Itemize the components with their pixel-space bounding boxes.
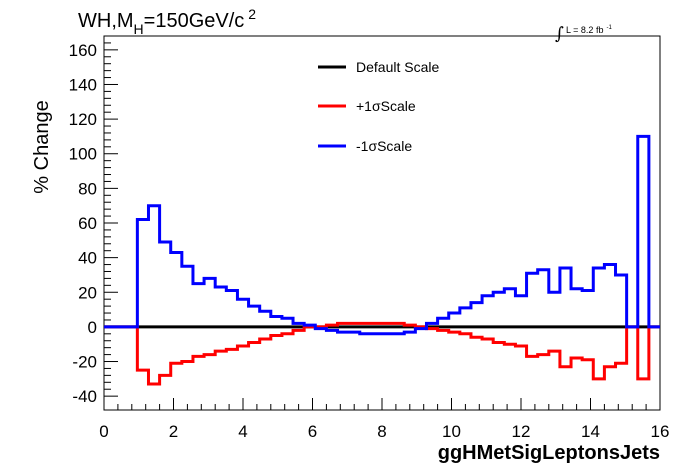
x-tick-label: 0 — [99, 422, 108, 441]
x-axis-label: ggHMetSigLeptonsJets — [438, 442, 660, 464]
legend: Default Scale +1σScale -1σScale — [318, 59, 439, 154]
x-tick-label: 8 — [377, 422, 386, 441]
lumi-label: L = 8.2 fb -1 — [566, 25, 612, 35]
x-tick-label: 16 — [651, 422, 670, 441]
x-tick-label: 10 — [442, 422, 461, 441]
y-tick-label: 140 — [69, 75, 97, 94]
y-tick-label: 60 — [78, 214, 97, 233]
series-minus1sigma-scale — [104, 134, 660, 336]
y-tick-label: 20 — [78, 283, 97, 302]
legend-label-plus1sigma: +1σScale — [356, 98, 416, 114]
x-tick-label: 6 — [308, 422, 317, 441]
y-tick-label: 80 — [78, 179, 97, 198]
x-tick-label: 2 — [169, 422, 178, 441]
integral-symbol: ∫ — [555, 24, 564, 44]
y-axis-label: % Change — [31, 100, 53, 193]
legend-label-default: Default Scale — [356, 59, 439, 75]
series-plus1sigma-scale — [104, 321, 660, 386]
x-tick-label: 4 — [238, 422, 247, 441]
y-tick-label: -40 — [72, 387, 97, 406]
x-tick-label: 14 — [581, 422, 600, 441]
x-tick-labels: 0 2 4 6 8 10 12 14 16 — [99, 422, 669, 441]
y-tick-label: -20 — [72, 353, 97, 372]
x-tick-label: 12 — [512, 422, 531, 441]
series-layer — [104, 134, 660, 386]
y-tick-label: 100 — [69, 145, 97, 164]
axis-ticks — [103, 42, 647, 410]
y-tick-label: 120 — [69, 110, 97, 129]
chart-title: WH,MH=150GeV/c 2 — [78, 6, 256, 37]
y-tick-label: 40 — [78, 249, 97, 268]
y-tick-labels: -40 -20 0 20 40 60 80 100 120 140 160 — [69, 41, 97, 406]
legend-label-minus1sigma: -1σScale — [356, 138, 412, 154]
y-tick-label: 160 — [69, 41, 97, 60]
y-tick-label: 0 — [88, 318, 97, 337]
